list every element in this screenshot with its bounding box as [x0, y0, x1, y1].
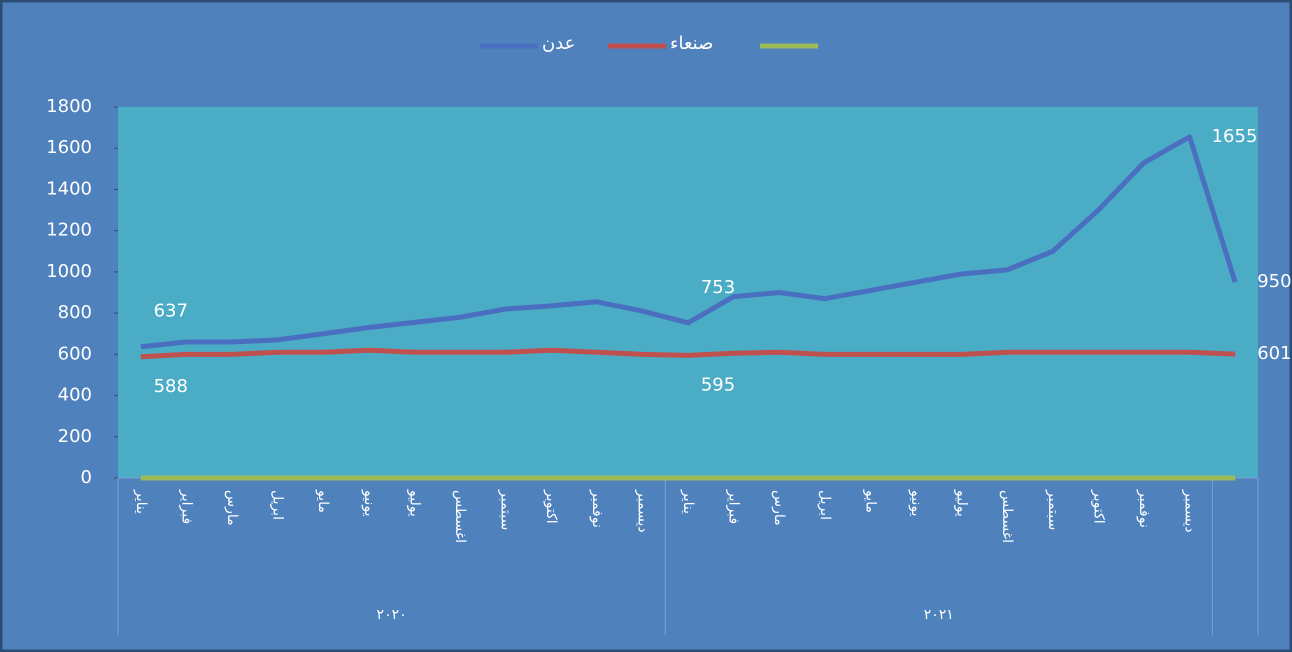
data-label: 595: [701, 374, 735, 395]
x-tick-label: فبراير: [178, 489, 194, 524]
x-tick-label: ديسمبر: [634, 489, 650, 533]
y-tick-label: 200: [58, 426, 92, 447]
y-tick-label: 600: [58, 343, 92, 364]
data-label: 1655: [1212, 126, 1258, 147]
x-tick-label: يوليو: [954, 489, 970, 517]
x-tick-label: يونيو: [908, 489, 924, 517]
x-tick-label: يناير: [680, 489, 696, 514]
x-tick-label: ابريل: [270, 490, 286, 520]
x-tick-label: يناير: [133, 489, 149, 514]
data-label: 950: [1257, 271, 1291, 292]
x-tick-label: مارس: [224, 490, 240, 526]
x-tick-label: يونيو: [361, 489, 377, 517]
x-tick-label: مايو: [862, 489, 878, 513]
y-tick-label: 1800: [46, 96, 92, 117]
x-tick-label: يوليو: [406, 489, 422, 517]
x-tick-label: ابريل: [817, 490, 833, 520]
y-tick-label: 800: [58, 302, 92, 323]
x-tick-label: مايو: [315, 489, 331, 513]
legend-label: عدن: [542, 33, 575, 54]
data-label: 601: [1257, 343, 1291, 364]
data-label: 753: [701, 277, 735, 298]
series-line: [140, 134, 1238, 350]
x-tick-label: نوفمبر: [1136, 489, 1152, 528]
data-label: 588: [154, 376, 188, 397]
x-tick-label: اغسطس: [999, 490, 1015, 543]
x-tick-label: نوفمبر: [589, 489, 605, 528]
legend-label: صنعاء: [670, 33, 713, 54]
x-tick-label: ديسمبر: [1182, 489, 1198, 533]
series-line: [140, 347, 1236, 360]
group-label: ٢٠٢١: [924, 607, 954, 623]
plot-area: [118, 107, 1258, 478]
y-tick-label: 1000: [46, 261, 92, 282]
group-label: ٢٠٢٠: [377, 607, 407, 623]
data-label: 637: [154, 301, 188, 322]
x-tick-label: فبراير: [726, 489, 742, 524]
x-tick-label: اكتوبر: [543, 489, 559, 524]
y-tick-label: 400: [58, 385, 92, 406]
y-tick-label: 1400: [46, 178, 92, 199]
x-tick-label: سبتمبر: [1045, 489, 1061, 530]
x-tick-label: اغسطس: [452, 490, 468, 543]
x-tick-label: مارس: [771, 490, 787, 526]
y-tick-label: 0: [81, 467, 92, 488]
y-tick-label: 1600: [46, 137, 92, 158]
x-tick-label: سبتمبر: [498, 489, 514, 530]
x-tick-label: اكتوبر: [1090, 489, 1106, 524]
y-tick-label: 1200: [46, 220, 92, 241]
